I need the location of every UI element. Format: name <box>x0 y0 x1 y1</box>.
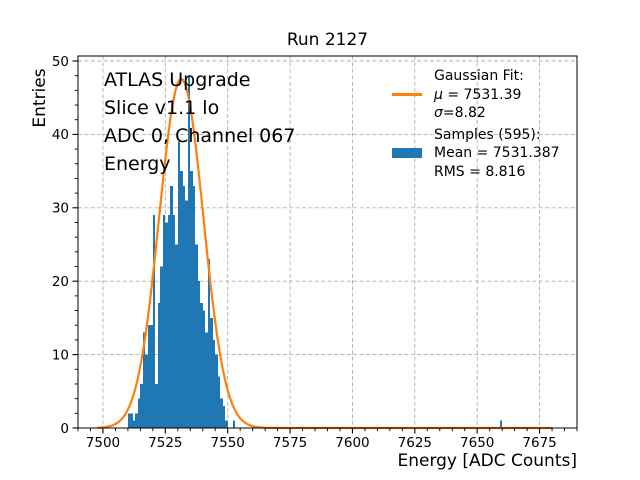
histogram-bar <box>153 215 155 428</box>
y-tick-label: 20 <box>52 274 69 290</box>
histogram-bar <box>195 244 198 428</box>
histogram-bar <box>168 215 170 428</box>
histogram-bar <box>205 332 208 428</box>
y-tick-label: 30 <box>52 201 69 217</box>
histogram-bar <box>148 325 150 428</box>
histogram-bar <box>178 141 180 429</box>
legend-row: Gaussian Fit: <box>392 67 560 86</box>
histogram-bar <box>198 281 200 428</box>
annotation-line-1: ATLAS Upgrade <box>104 69 251 91</box>
x-axis-label: Energy [ADC Counts] <box>397 451 577 471</box>
chart-title: Run 2127 <box>286 30 369 50</box>
fit-line-swatch <box>392 93 422 97</box>
histogram-bar <box>173 215 175 428</box>
histogram-bar <box>160 266 163 428</box>
histogram-bar <box>155 383 158 428</box>
legend-fit-header: Gaussian Fit: <box>434 68 524 85</box>
x-tick-label: 7500 <box>86 435 120 451</box>
histogram-bar <box>145 354 148 428</box>
legend-row: RMS = 8.816 <box>392 163 560 182</box>
histogram-bar <box>165 222 168 428</box>
histogram-bar <box>190 171 193 428</box>
histogram-bar <box>140 383 143 428</box>
x-tick-label: 7600 <box>335 435 369 451</box>
histogram-bar <box>175 244 178 428</box>
y-axis-label: Entries <box>30 68 50 128</box>
histogram-bar <box>138 398 140 428</box>
histogram-bar <box>150 325 153 428</box>
histogram-bar <box>130 413 133 428</box>
y-tick-label: 10 <box>52 347 69 363</box>
x-tick-label: 7625 <box>398 435 432 451</box>
histogram-bar <box>223 405 225 428</box>
histogram-bar <box>500 420 502 428</box>
histogram-bar <box>200 303 203 428</box>
histogram-bar <box>218 376 220 428</box>
legend-row: σ=8.82 <box>392 104 560 123</box>
histogram-bar <box>220 398 223 428</box>
y-tick-label: 0 <box>60 421 69 437</box>
legend: Gaussian Fit: μ = 7531.39 σ=8.82 Samples… <box>392 67 560 184</box>
x-tick-label: 7525 <box>148 435 182 451</box>
histogram-bar <box>135 413 138 428</box>
histogram-bar <box>180 171 183 428</box>
legend-samples-header: Samples (595): <box>434 126 541 143</box>
mu-symbol: μ <box>434 86 443 103</box>
histogram-bar <box>225 420 228 428</box>
histogram-bar <box>203 310 205 428</box>
histogram-bar <box>143 332 145 428</box>
histogram-bar <box>185 200 188 428</box>
legend-samples-mean: Mean = 7531.387 <box>434 145 560 162</box>
histogram-bar <box>183 185 185 428</box>
histogram-bar <box>158 303 160 428</box>
histogram-bar <box>215 354 218 428</box>
histogram-bar <box>170 185 173 428</box>
annotation-line-4: Energy <box>104 153 171 175</box>
histogram-bar <box>208 259 210 428</box>
y-tick-label: 50 <box>52 54 69 70</box>
histogram-bar <box>210 317 213 428</box>
annotation-line-2: Slice v1.1 lo <box>104 97 220 119</box>
x-tick-label: 7675 <box>522 435 556 451</box>
x-tick-label: 7550 <box>211 435 245 451</box>
annotation-line-3: ADC 0, Channel 067 <box>104 125 296 147</box>
legend-group-fit: Gaussian Fit: μ = 7531.39 σ=8.82 <box>392 67 560 123</box>
legend-row: μ = 7531.39 <box>392 86 560 105</box>
legend-fit-mu: μ = 7531.39 <box>434 86 522 103</box>
annotation-block: ATLAS Upgrade Slice v1.1 lo ADC 0, Chann… <box>104 66 295 178</box>
x-tick-label: 7575 <box>273 435 307 451</box>
legend-fit-sigma: σ=8.82 <box>434 105 486 122</box>
samples-patch-swatch <box>392 148 422 159</box>
histogram-bar <box>188 75 190 429</box>
legend-row: Mean = 7531.387 <box>392 144 560 163</box>
histogram-bar <box>233 420 235 428</box>
legend-row: Samples (595): <box>392 126 560 145</box>
x-tick-label: 7650 <box>460 435 494 451</box>
legend-group-samples: Samples (595): Mean = 7531.387 RMS = 8.8… <box>392 126 560 182</box>
histogram-bar <box>133 420 135 428</box>
histogram-bar <box>163 215 165 428</box>
legend-samples-rms: RMS = 8.816 <box>434 163 526 180</box>
histogram-bar <box>213 339 215 428</box>
y-tick-label: 40 <box>52 127 69 143</box>
sigma-symbol: σ <box>434 105 443 122</box>
histogram-bar <box>128 413 130 428</box>
histogram-bar <box>193 185 195 428</box>
